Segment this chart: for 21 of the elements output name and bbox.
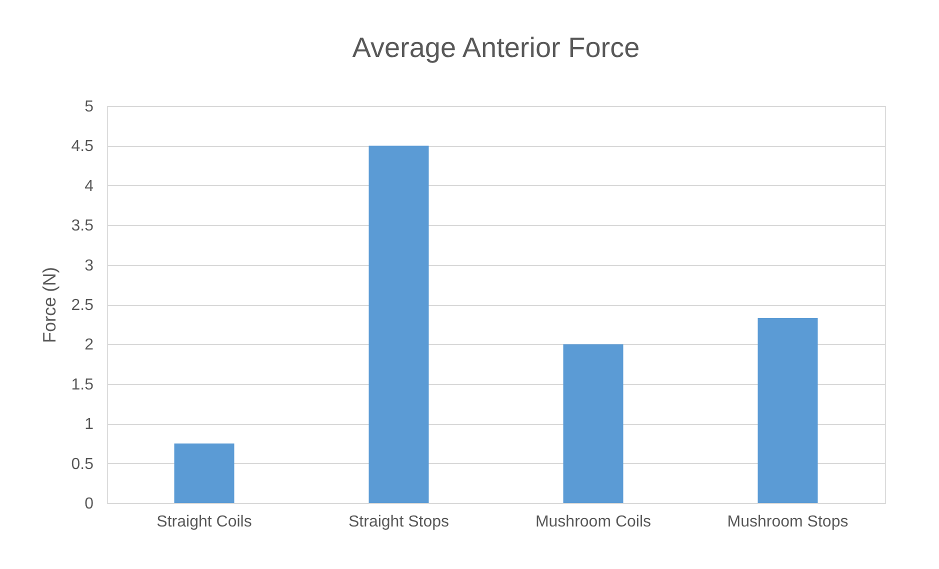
y-tick-label: 1 xyxy=(84,416,94,434)
y-tick-label: 3.5 xyxy=(71,218,94,235)
x-tick-label: Mushroom Coils xyxy=(535,514,652,530)
bar xyxy=(758,318,818,503)
y-tick-label: 4 xyxy=(84,178,94,195)
y-tick-label: 0.5 xyxy=(71,456,94,473)
x-tick-label: Straight Stops xyxy=(348,514,449,530)
y-tick-label: 0 xyxy=(84,496,94,512)
x-tick-label: Straight Coils xyxy=(156,514,252,530)
y-tick-label: 1.5 xyxy=(71,376,94,394)
y-tick-label: 2.5 xyxy=(71,297,94,314)
x-tick-label: Mushroom Stops xyxy=(727,514,848,530)
y-tick-label: 4.5 xyxy=(71,138,94,156)
y-tick-label: 2 xyxy=(84,336,94,354)
bar xyxy=(563,344,624,503)
chart-title: Average Anterior Force xyxy=(352,32,640,63)
bar xyxy=(174,443,234,503)
y-tick-label: 5 xyxy=(84,98,94,116)
y-tick-label: 3 xyxy=(84,257,94,274)
bar xyxy=(368,146,429,503)
y-axis-title: Force (N) xyxy=(39,267,60,343)
